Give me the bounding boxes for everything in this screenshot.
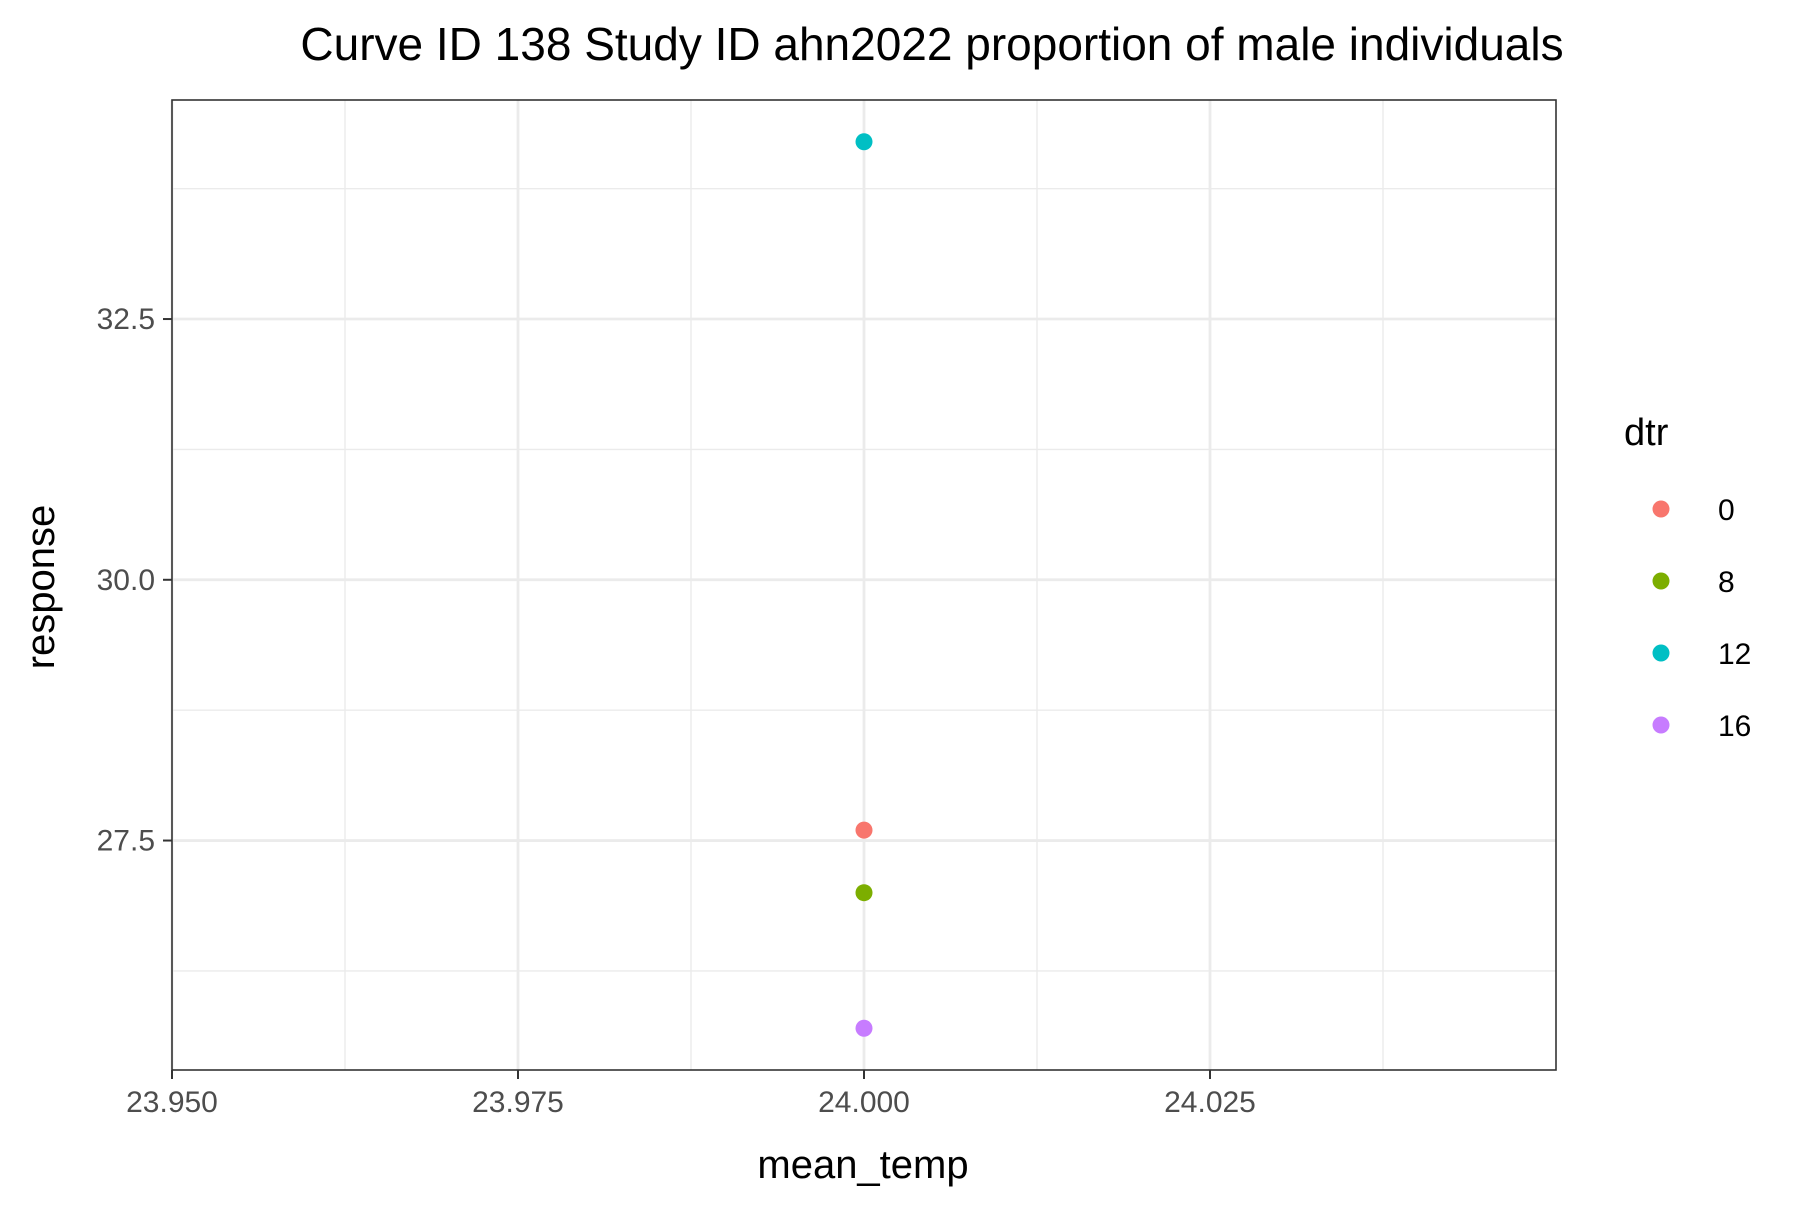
legend-label-dtr-8: 8	[1718, 566, 1735, 599]
y-tick-label: 32.5	[97, 303, 155, 336]
legend-label-dtr-16: 16	[1718, 710, 1751, 743]
legend-items: 0 8 12 16	[1652, 494, 1751, 743]
x-tick-label: 24.025	[1164, 1086, 1256, 1119]
legend-label-dtr-0: 0	[1718, 494, 1735, 527]
chart-title: Curve ID 138 Study ID ahn2022 proportion…	[300, 18, 1563, 70]
x-axis-label: mean_temp	[757, 1143, 968, 1187]
legend-key-dtr-0	[1652, 500, 1670, 518]
y-tick-label: 27.5	[97, 825, 155, 858]
data-points	[855, 133, 873, 1037]
legend-title: dtr	[1624, 412, 1669, 454]
x-tick-label: 23.975	[472, 1086, 564, 1119]
y-axis-label: response	[19, 505, 63, 670]
legend: dtr 0 8 12 16	[1624, 412, 1751, 743]
legend-key-dtr-8	[1652, 572, 1670, 590]
x-axis: 23.950 23.975 24.000 24.025	[126, 1070, 1256, 1119]
data-point-dtr-0	[855, 821, 873, 839]
y-tick-label: 30.0	[97, 564, 155, 597]
y-axis: 27.5 30.0 32.5	[97, 303, 172, 858]
legend-label-dtr-12: 12	[1718, 638, 1751, 671]
data-point-dtr-16	[855, 1019, 873, 1037]
x-tick-label: 24.000	[818, 1086, 910, 1119]
major-gridlines	[170, 100, 1556, 1070]
legend-key-dtr-16	[1652, 716, 1670, 734]
data-point-dtr-8	[855, 884, 873, 902]
legend-key-dtr-12	[1652, 644, 1670, 662]
x-tick-label: 23.950	[126, 1086, 218, 1119]
data-point-dtr-12	[855, 133, 873, 151]
